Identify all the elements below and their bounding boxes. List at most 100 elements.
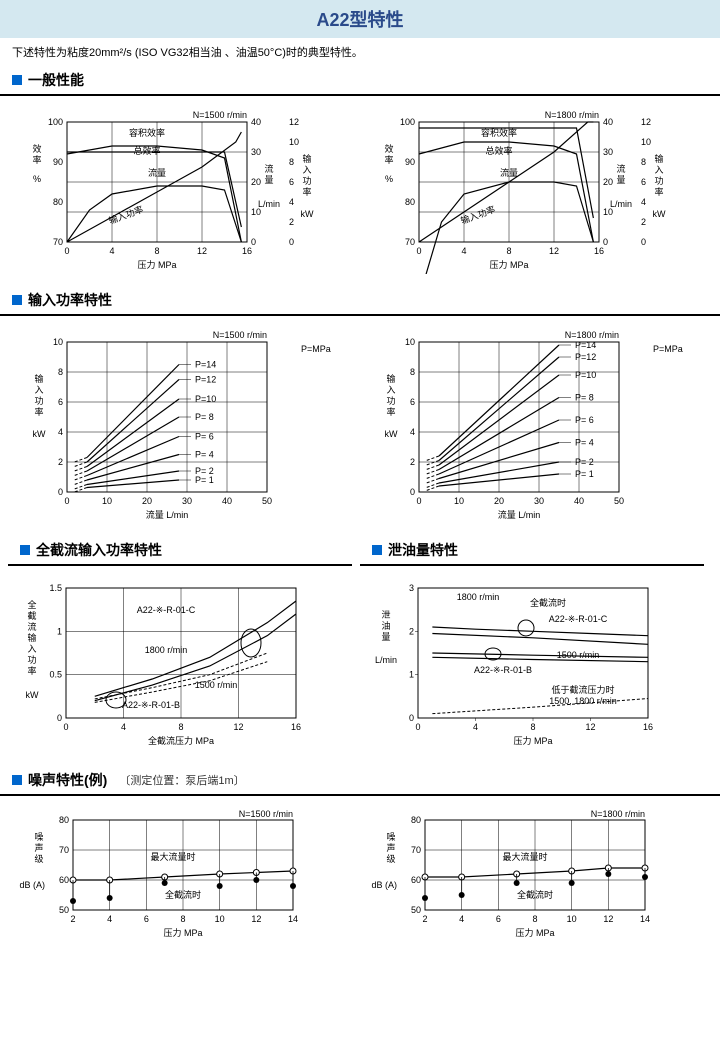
svg-text:截: 截 (27, 610, 36, 621)
svg-text:最大流量时: 最大流量时 (502, 851, 547, 862)
input-chart: 024681001020304050输入功率kW流量 L/minN=1500 r… (19, 324, 349, 524)
svg-text:量: 量 (381, 632, 390, 642)
svg-text:输: 输 (302, 153, 311, 164)
svg-text:功: 功 (34, 396, 43, 406)
svg-text:%: % (385, 174, 393, 184)
svg-text:流量: 流量 (148, 167, 166, 178)
svg-text:效: 效 (32, 143, 41, 154)
svg-text:0: 0 (409, 713, 414, 723)
svg-text:30: 30 (534, 496, 544, 506)
svg-text:率: 率 (32, 154, 41, 165)
section-title: 全截流输入功率特性 (36, 540, 162, 560)
svg-text:声: 声 (386, 842, 395, 853)
svg-text:容积效率: 容积效率 (129, 127, 165, 138)
section-general: 一般性能 (0, 66, 720, 96)
svg-text:P= 1: P= 1 (575, 469, 594, 479)
svg-text:kW: kW (301, 209, 315, 219)
svg-text:4: 4 (473, 722, 478, 732)
svg-text:0: 0 (416, 496, 421, 506)
svg-text:12: 12 (549, 246, 559, 256)
svg-text:2: 2 (410, 457, 415, 467)
svg-text:0: 0 (416, 246, 421, 256)
svg-text:全截流时: 全截流时 (530, 597, 566, 608)
svg-text:入: 入 (654, 165, 663, 175)
svg-text:流量: 流量 (500, 167, 518, 178)
svg-text:kW: kW (26, 690, 40, 700)
svg-text:16: 16 (291, 722, 301, 732)
svg-text:80: 80 (411, 815, 421, 825)
section-title: 泄油量特性 (388, 540, 458, 560)
svg-text:10: 10 (53, 337, 63, 347)
section-title: 噪声特性(例) (28, 770, 107, 790)
svg-text:0: 0 (410, 487, 415, 497)
svg-text:0: 0 (251, 237, 256, 247)
section-noise: 噪声特性(例) 〔测定位置：泵后端1m〕 (0, 766, 720, 796)
svg-text:6: 6 (58, 397, 63, 407)
svg-text:2: 2 (70, 914, 75, 924)
svg-text:0: 0 (58, 487, 63, 497)
svg-text:70: 70 (53, 237, 63, 247)
svg-text:输入功率: 输入功率 (459, 203, 497, 226)
svg-text:4: 4 (121, 722, 126, 732)
svg-text:70: 70 (59, 845, 69, 855)
svg-text:100: 100 (400, 117, 415, 127)
svg-text:8: 8 (506, 246, 511, 256)
svg-text:量: 量 (616, 175, 625, 185)
svg-text:N=1500 r/min: N=1500 r/min (193, 110, 247, 120)
svg-text:全截流时: 全截流时 (517, 889, 553, 900)
svg-text:N=1800 r/min: N=1800 r/min (591, 809, 645, 819)
svg-text:80: 80 (59, 815, 69, 825)
svg-text:4: 4 (461, 246, 466, 256)
svg-text:P= 4: P= 4 (575, 438, 594, 448)
svg-text:N=1800 r/min: N=1800 r/min (545, 110, 599, 120)
svg-text:80: 80 (405, 197, 415, 207)
svg-text:12: 12 (197, 246, 207, 256)
section-title: 输入功率特性 (28, 290, 112, 310)
svg-text:2: 2 (422, 914, 427, 924)
svg-text:低于截流压力时: 低于截流压力时 (551, 684, 614, 695)
svg-text:10: 10 (567, 914, 577, 924)
svg-text:率: 率 (27, 665, 36, 676)
svg-text:50: 50 (614, 496, 624, 506)
svg-text:1800 r/min: 1800 r/min (457, 592, 500, 602)
svg-text:压力 MPa: 压力 MPa (515, 927, 554, 938)
bullet-icon (372, 545, 382, 555)
svg-text:率: 率 (654, 186, 663, 197)
svg-text:kW: kW (653, 209, 667, 219)
svg-text:1: 1 (57, 626, 62, 636)
fullcut-chart: 00.511.50481216全截流输入功率kW全截流压力 MPaA22-※-R… (14, 574, 354, 754)
page-title: A22型特性 (0, 0, 720, 38)
svg-text:1500, 1800 r/min: 1500, 1800 r/min (549, 696, 617, 706)
svg-text:0: 0 (57, 713, 62, 723)
svg-text:70: 70 (405, 237, 415, 247)
section-drain: 泄油量特性 (360, 536, 704, 566)
svg-text:噪: 噪 (34, 832, 43, 842)
svg-text:1500 r/min: 1500 r/min (557, 650, 600, 660)
svg-text:12: 12 (289, 117, 299, 127)
svg-text:1.5: 1.5 (49, 583, 62, 593)
svg-text:40: 40 (574, 496, 584, 506)
svg-text:6: 6 (144, 914, 149, 924)
svg-text:最大流量时: 最大流量时 (150, 851, 195, 862)
svg-text:4: 4 (109, 246, 114, 256)
svg-text:40: 40 (251, 117, 261, 127)
svg-text:50: 50 (262, 496, 272, 506)
svg-text:P=14: P=14 (195, 360, 216, 370)
svg-text:级: 级 (386, 853, 395, 864)
svg-text:30: 30 (603, 147, 613, 157)
svg-text:A22-※-R-01-C: A22-※-R-01-C (549, 614, 608, 624)
svg-text:100: 100 (48, 117, 63, 127)
svg-text:16: 16 (643, 722, 653, 732)
svg-text:入: 入 (302, 165, 311, 175)
svg-text:6: 6 (410, 397, 415, 407)
subtitle-text: 下述特性为粘度20mm²/s (ISO VG32相当油 、油温50°C)时的典型… (0, 38, 720, 66)
svg-text:总效率: 总效率 (485, 145, 512, 156)
svg-text:P= 2: P= 2 (195, 466, 214, 476)
svg-text:P= 8: P= 8 (575, 393, 594, 403)
svg-text:90: 90 (53, 157, 63, 167)
svg-text:2: 2 (409, 626, 414, 636)
svg-text:L/min: L/min (610, 199, 632, 209)
svg-text:0: 0 (64, 496, 69, 506)
svg-text:P= 1: P= 1 (195, 475, 214, 485)
svg-text:12: 12 (641, 117, 651, 127)
